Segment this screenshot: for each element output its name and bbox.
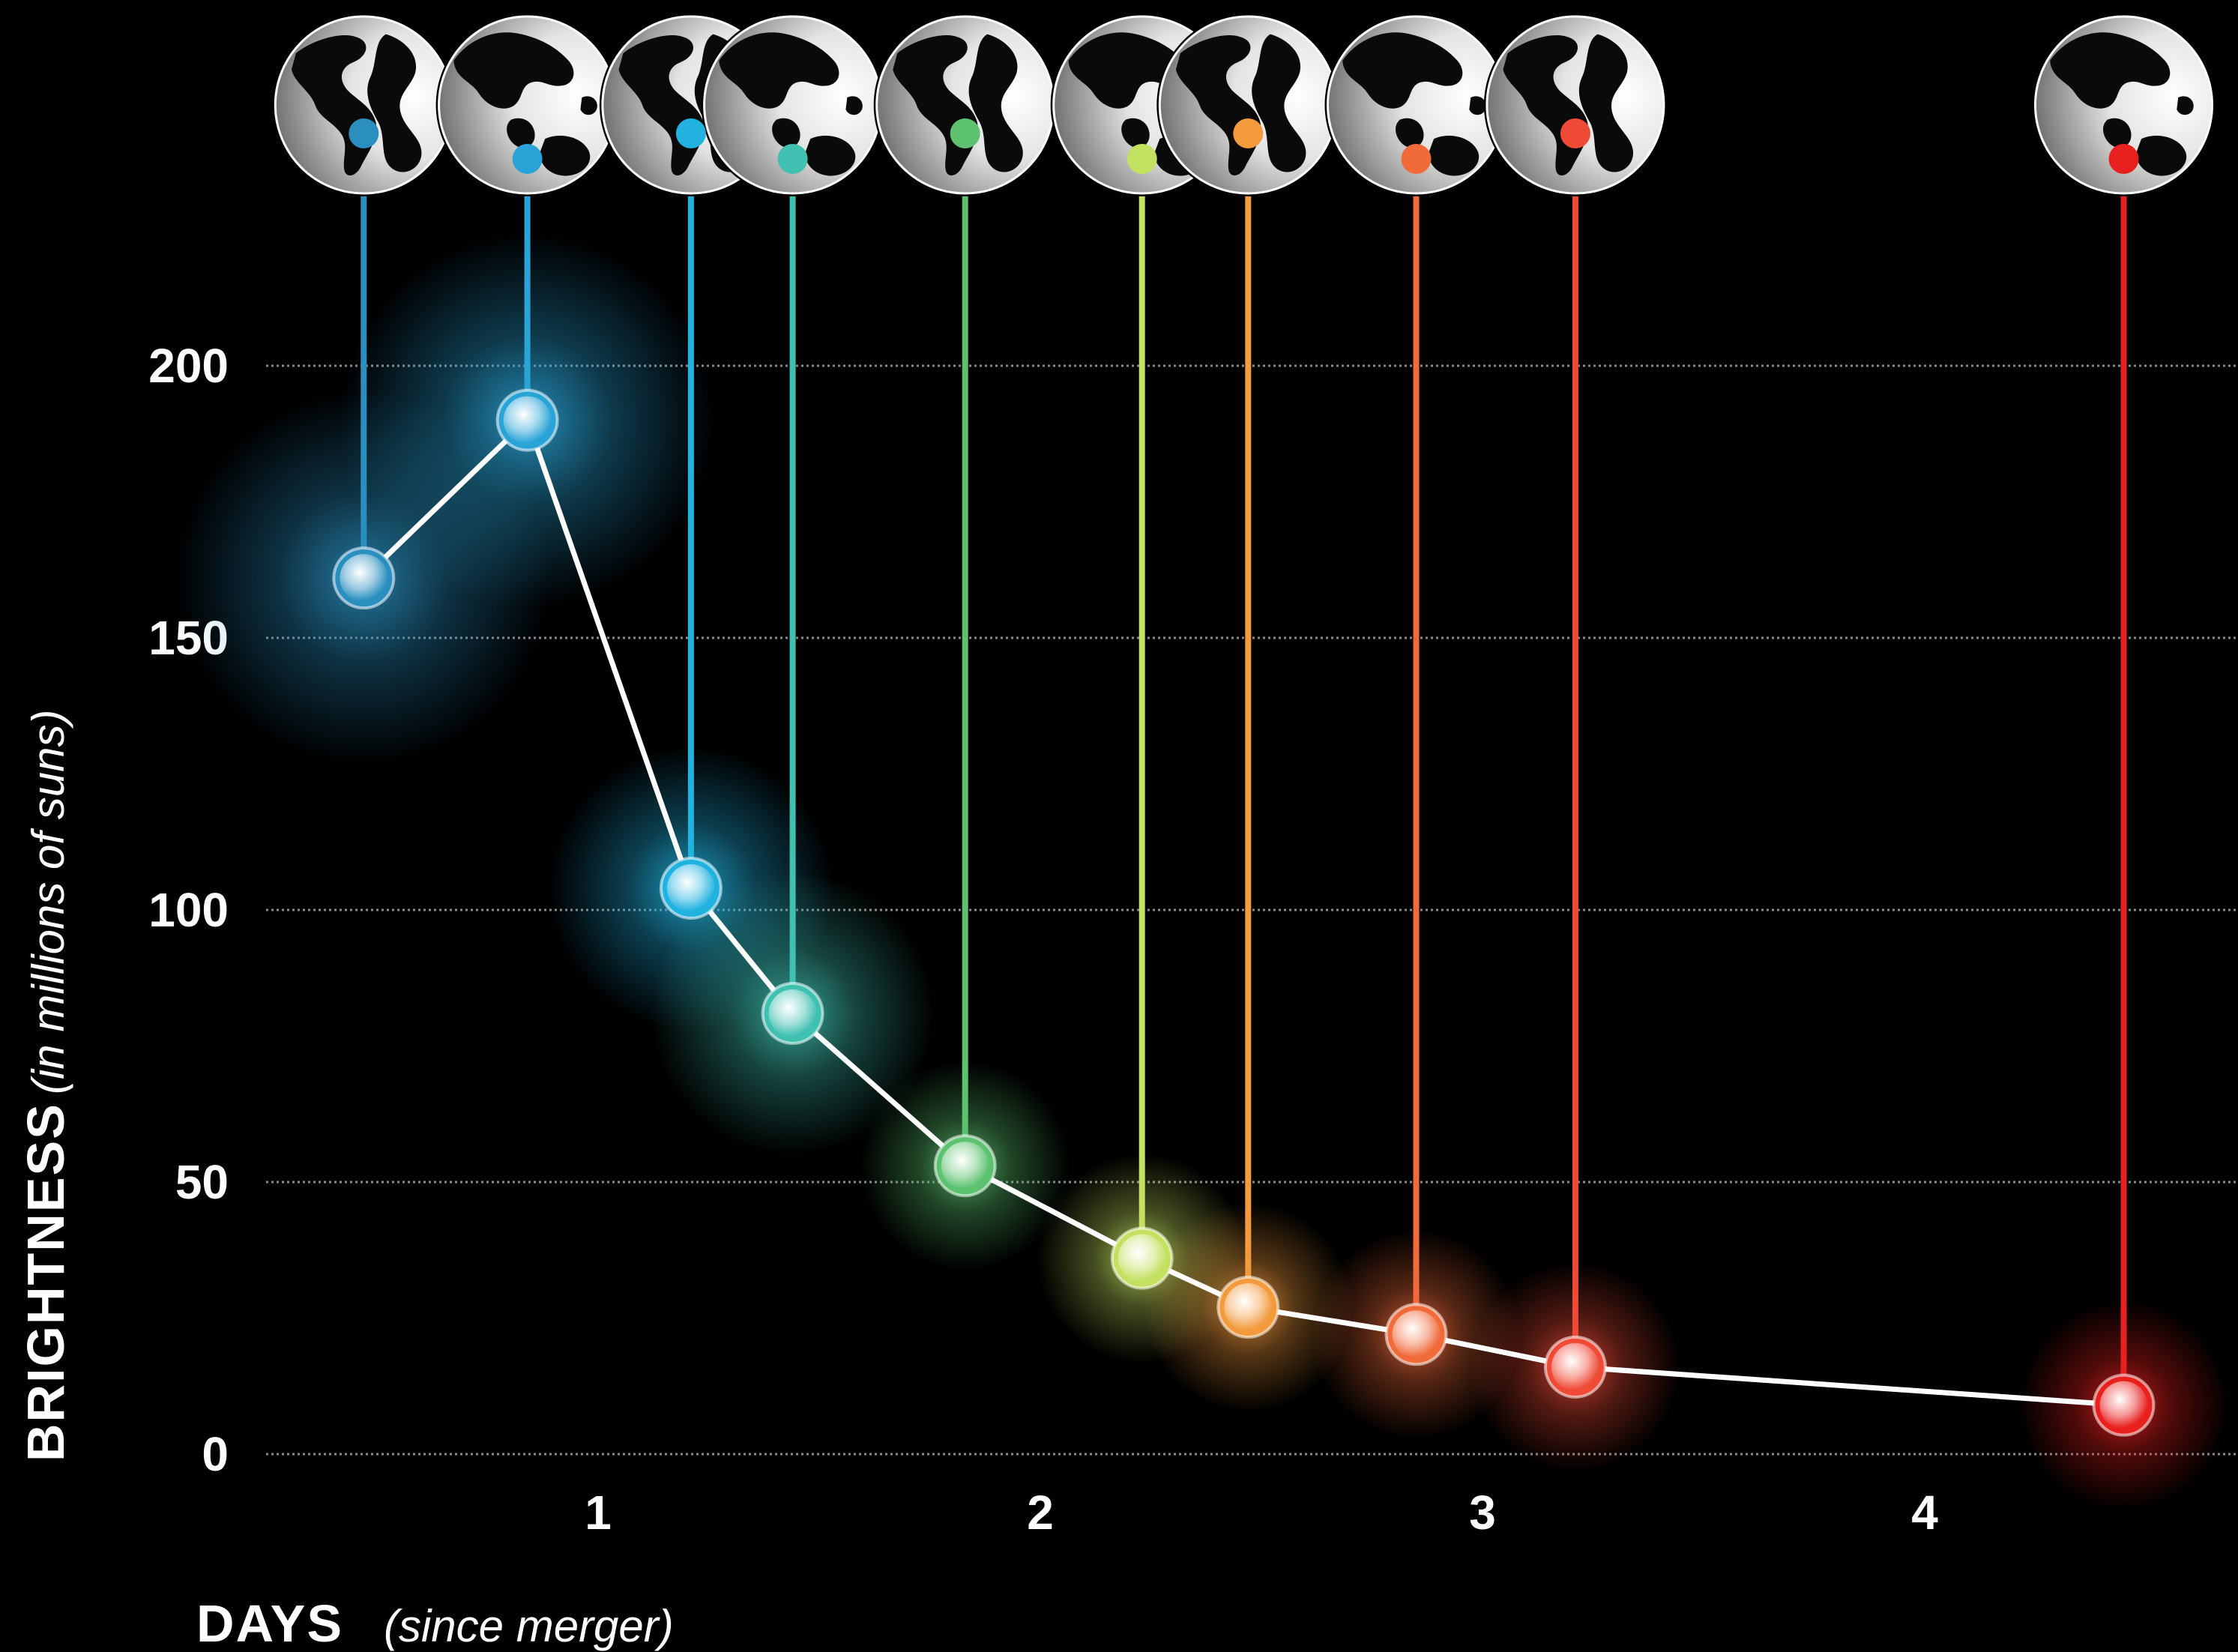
globe-icon (701, 13, 884, 196)
data-point (1216, 1275, 1280, 1339)
gridlines (266, 364, 2238, 1456)
data-point (761, 981, 824, 1045)
y-axis-subtitle: (in millions of suns) (23, 710, 73, 1095)
data-points (332, 388, 2156, 1437)
data-point (332, 546, 396, 610)
stem-pin (1401, 144, 1432, 174)
data-point (2092, 1373, 2156, 1437)
y-tick-label: 50 (175, 1155, 229, 1209)
stem-pin (1126, 144, 1157, 174)
x-tick-labels: 1 2 3 4 (585, 1486, 1938, 1540)
point-glows (176, 232, 2229, 1510)
globe-icon (1324, 13, 1508, 196)
data-point (933, 1134, 997, 1198)
globes (272, 13, 2216, 196)
x-axis-subtitle: (since merger) (384, 1601, 674, 1651)
y-tick-label: 100 (148, 883, 229, 937)
globe-icon (435, 13, 619, 196)
globe-icon (2032, 13, 2216, 196)
globe-icon (272, 13, 456, 196)
y-tick-label: 200 (148, 339, 229, 393)
stem-pin (950, 118, 980, 148)
x-tick-label: 4 (1911, 1486, 1938, 1540)
data-point (495, 388, 559, 452)
stem-pins (349, 118, 2139, 174)
data-point (1110, 1226, 1174, 1290)
y-axis-title: BRIGHTNESS (16, 1103, 75, 1462)
stem-pin (512, 144, 543, 174)
x-tick-label: 2 (1027, 1486, 1054, 1540)
stem-pin (675, 118, 706, 148)
stem-pin (777, 144, 808, 174)
stems (361, 133, 2127, 1405)
globe-icon (1483, 13, 1667, 196)
stem-pin (1233, 118, 1264, 148)
data-point (1543, 1335, 1607, 1399)
x-tick-label: 1 (585, 1486, 612, 1540)
x-tick-label: 3 (1469, 1486, 1496, 1540)
x-axis-title: DAYS (196, 1594, 343, 1652)
stem-pin (1560, 118, 1590, 148)
globe-icon (873, 13, 1057, 196)
series-line (361, 417, 2126, 1408)
stem-pin (2108, 144, 2139, 174)
data-point (659, 856, 723, 920)
y-tick-label: 0 (202, 1427, 229, 1481)
globe-icon (1156, 13, 1340, 196)
data-point (1384, 1303, 1448, 1366)
stem-pin (349, 118, 379, 148)
